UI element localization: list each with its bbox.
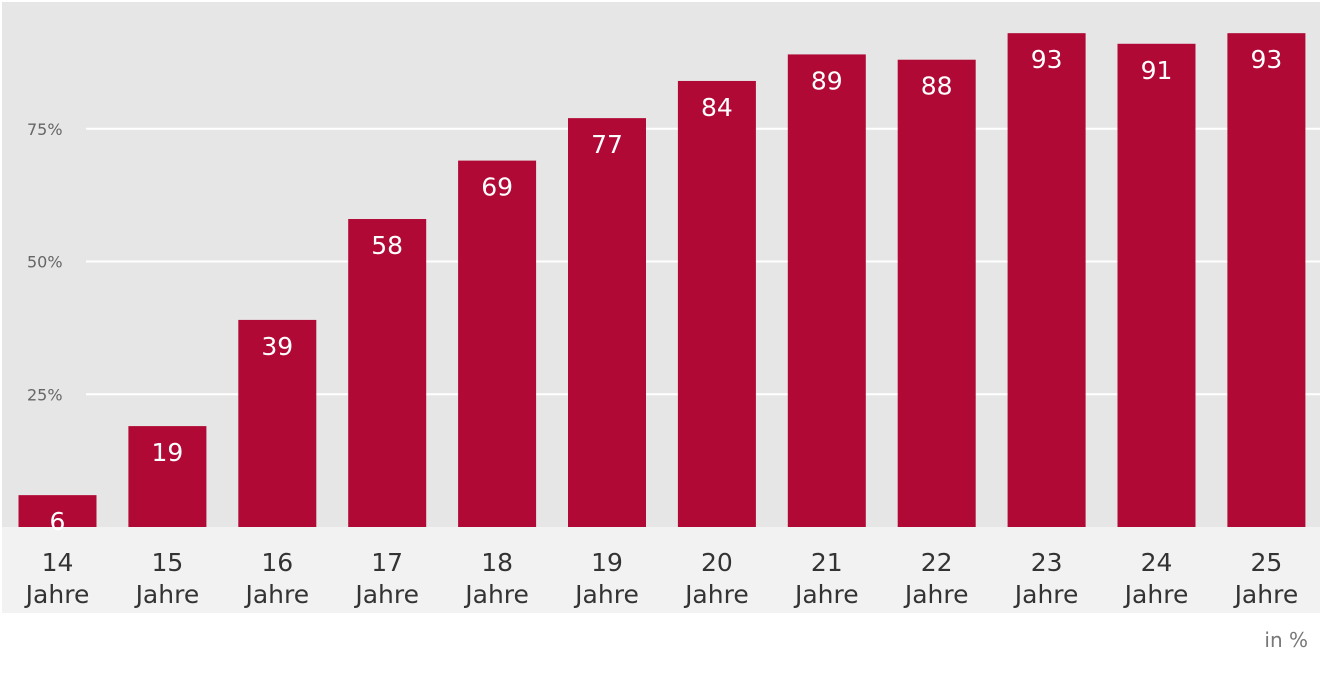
bar-value-labels: 6 19 39 58 69 77 84 89 88 93 91 93 xyxy=(50,45,1283,536)
bar-value-label: 91 xyxy=(1141,56,1173,85)
y-tick-label: 75% xyxy=(27,120,63,139)
category-label: 23 Jahre xyxy=(1013,548,1079,609)
bar-value-label: 6 xyxy=(50,507,66,536)
category-label: 16 Jahre xyxy=(243,548,309,609)
category-labels: 14 Jahre 15 Jahre 16 Jahre 17 Jahre 18 Jahre 19 Jah… xyxy=(24,548,1299,609)
category-label-band xyxy=(2,527,1320,613)
bar-value-label: 77 xyxy=(591,130,623,159)
category-label: 22 Jahre xyxy=(903,548,969,609)
bar xyxy=(128,426,207,527)
bar-value-label: 93 xyxy=(1031,45,1063,74)
bar xyxy=(238,319,317,527)
y-tick-label: 25% xyxy=(27,385,63,404)
y-tick-label: 50% xyxy=(27,253,63,272)
bar xyxy=(787,54,866,527)
plot-background xyxy=(2,2,1320,527)
bars xyxy=(18,33,1306,528)
category-label: 24 Jahre xyxy=(1123,548,1189,609)
bar-value-label: 93 xyxy=(1250,45,1282,74)
bar-value-label: 19 xyxy=(151,438,183,467)
category-label: 25 Jahre xyxy=(1233,548,1299,609)
bar xyxy=(1007,33,1086,528)
category-label: 17 Jahre xyxy=(353,548,419,609)
category-label: 15 Jahre xyxy=(134,548,200,609)
bar-value-label: 89 xyxy=(811,66,843,95)
category-label: 21 Jahre xyxy=(793,548,859,609)
bar xyxy=(677,80,756,528)
bar xyxy=(1117,43,1196,527)
bar xyxy=(897,59,976,527)
bar xyxy=(18,495,97,527)
bar-value-label: 88 xyxy=(921,72,953,101)
bar xyxy=(1227,33,1306,528)
bar-value-label: 58 xyxy=(371,231,403,260)
bar-value-label: 39 xyxy=(261,332,293,361)
bar-value-label: 69 xyxy=(481,173,513,202)
bar xyxy=(568,118,646,527)
category-label: 20 Jahre xyxy=(683,548,749,609)
y-axis-tick-labels: 25% 50% 75% xyxy=(27,120,63,405)
category-label: 19 Jahre xyxy=(573,548,639,609)
unit-note: in % xyxy=(1264,628,1308,652)
category-label: 18 Jahre xyxy=(463,548,529,609)
bar-chart: 25% 50% 75% 6 19 39 58 69 77 84 89 88 93 91 93 14 Jahr… xyxy=(2,2,1320,613)
category-label: 14 Jahre xyxy=(24,548,90,609)
bar xyxy=(458,160,537,528)
bar-value-label: 84 xyxy=(701,93,733,122)
bar xyxy=(348,219,427,527)
